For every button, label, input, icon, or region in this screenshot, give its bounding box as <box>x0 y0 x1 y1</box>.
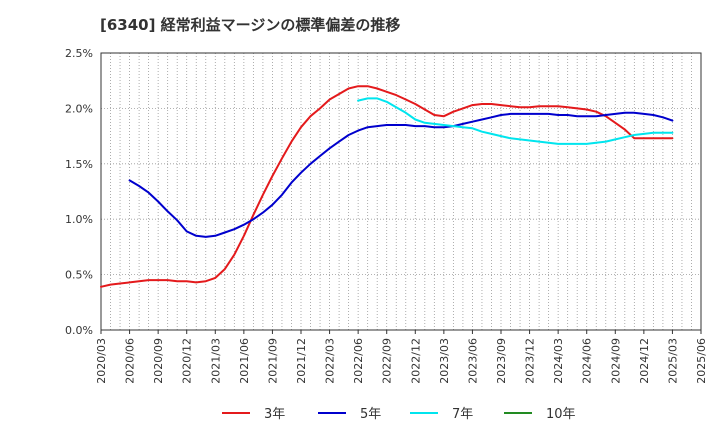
x-tick-label: 2021/03 <box>209 338 222 384</box>
legend-label-1: 3年 <box>264 407 285 422</box>
series-line-2 <box>128 111 674 238</box>
x-axis: 2020/03 2020/06 2020/09 2020/12 2021/03 2021/… <box>95 330 708 384</box>
legend-label-4: 10年 <box>546 407 576 422</box>
x-tick-label: 2020/03 <box>95 338 108 384</box>
y-tick-label: 1.0% <box>65 213 93 226</box>
x-tick-label: 2020/06 <box>124 338 137 384</box>
x-tick-label: 2022/06 <box>352 338 365 384</box>
x-tick-label: 2022/09 <box>381 338 394 384</box>
chart-title: [6340] 経常利益マージンの標準偏差の推移 <box>100 16 400 34</box>
x-tick-label: 2022/12 <box>409 338 422 384</box>
plot-frame <box>100 52 702 331</box>
series-line-3 <box>357 97 674 145</box>
x-tick-label: 2023/09 <box>495 338 508 384</box>
x-tick-label: 2024/12 <box>638 338 651 384</box>
x-tick-label: 2025/03 <box>666 338 679 384</box>
legend-label-2: 5年 <box>360 407 381 422</box>
x-tick-label: 2020/12 <box>181 338 194 384</box>
grid <box>101 53 701 330</box>
x-tick-label: 2023/06 <box>466 338 479 384</box>
x-tick-label: 2024/06 <box>581 338 594 384</box>
y-tick-label: 0.0% <box>65 324 93 337</box>
x-tick-label: 2021/12 <box>295 338 308 384</box>
x-tick-label: 2025/06 <box>695 338 708 384</box>
y-axis: 0.0% 0.5% 1.0% 1.5% 2.0% 2.5% <box>65 47 93 337</box>
y-tick-label: 0.5% <box>65 269 93 282</box>
x-tick-label: 2023/12 <box>524 338 537 384</box>
x-tick-label: 2020/09 <box>152 338 165 384</box>
series-line-1 <box>100 85 674 288</box>
y-tick-label: 2.0% <box>65 102 93 115</box>
x-tick-label: 2023/03 <box>438 338 451 384</box>
legend-label-3: 7年 <box>452 407 473 422</box>
x-tick-label: 2022/03 <box>324 338 337 384</box>
x-tick-label: 2024/09 <box>609 338 622 384</box>
y-tick-label: 2.5% <box>65 47 93 60</box>
x-tick-label: 2021/09 <box>266 338 279 384</box>
legend: 3年 5年 7年 10年 <box>222 407 576 422</box>
x-tick-label: 2021/06 <box>238 338 251 384</box>
x-tick-label: 2024/03 <box>552 338 565 384</box>
y-tick-label: 1.5% <box>65 158 93 171</box>
series-group <box>100 85 674 288</box>
